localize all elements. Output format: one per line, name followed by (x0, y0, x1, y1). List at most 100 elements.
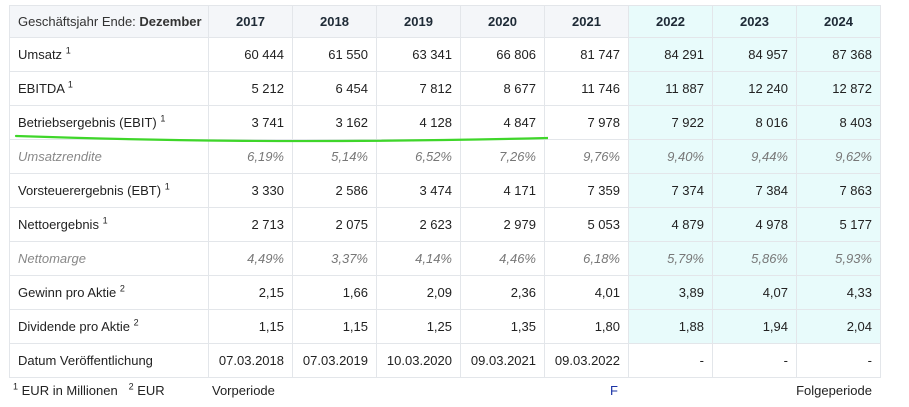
value-cell: 7 359 (544, 173, 629, 208)
header-row: Geschäftsjahr Ende: Dezember 2017 2018 2… (9, 5, 881, 38)
year-header: 2021 (544, 5, 629, 38)
year-header: 2018 (292, 5, 377, 38)
value-cell: 4 171 (460, 173, 545, 208)
forecast-cell: 7 863 (796, 173, 881, 208)
value-cell: 07.03.2019 (292, 343, 377, 378)
table-footer: 1 EUR in Millionen 2 EUR Vorperiode F Fo… (9, 378, 880, 404)
value-cell: 1,15 (208, 309, 293, 344)
value-cell: 7 812 (376, 71, 461, 106)
row-umsatzrendite: Umsatzrendite 6,19% 5,14% 6,52% 7,26% 9,… (9, 139, 881, 174)
value-cell: 5,14% (292, 139, 377, 174)
value-cell: 6,19% (208, 139, 293, 174)
row-label: Nettomarge (9, 241, 209, 276)
forecast-cell: 12 240 (712, 71, 797, 106)
value-cell: 61 550 (292, 37, 377, 72)
value-cell: 66 806 (460, 37, 545, 72)
value-cell: 11 746 (544, 71, 629, 106)
forecast-cell: 5,93% (796, 241, 881, 276)
fiscal-year-label: Geschäftsjahr Ende: Dezember (9, 5, 209, 38)
row-ebit: Betriebsergebnis (EBIT) 1 3 741 3 162 4 … (9, 105, 881, 140)
row-label: Umsatz 1 (9, 37, 209, 72)
value-cell: 4,46% (460, 241, 545, 276)
previous-period-link[interactable]: Vorperiode (212, 383, 275, 398)
value-cell: 6,18% (544, 241, 629, 276)
year-header-forecast: 2023 (712, 5, 797, 38)
forecast-cell: 4 978 (712, 207, 797, 242)
value-cell: 4 128 (376, 105, 461, 140)
row-label: Umsatzrendite (9, 139, 209, 174)
value-cell: 60 444 (208, 37, 293, 72)
value-cell: 2,09 (376, 275, 461, 310)
year-header: 2019 (376, 5, 461, 38)
row-nettoergebnis: Nettoergebnis 1 2 713 2 075 2 623 2 979 … (9, 207, 881, 242)
footnotes: 1 EUR in Millionen 2 EUR (13, 381, 165, 398)
value-cell: 7 978 (544, 105, 629, 140)
value-cell: 1,15 (292, 309, 377, 344)
value-cell: 2 075 (292, 207, 377, 242)
forecast-cell: 8 403 (796, 105, 881, 140)
forecast-cell: 9,40% (628, 139, 713, 174)
value-cell: 4,49% (208, 241, 293, 276)
value-cell: 07.03.2018 (208, 343, 293, 378)
row-label: EBITDA 1 (9, 71, 209, 106)
forecast-cell: 4,07 (712, 275, 797, 310)
value-cell: - (628, 343, 713, 378)
value-cell: 3 330 (208, 173, 293, 208)
forecast-cell: 84 957 (712, 37, 797, 72)
forecast-cell: 5 177 (796, 207, 881, 242)
row-label: Dividende pro Aktie 2 (9, 309, 209, 344)
forecast-marker: F (610, 383, 618, 398)
row-ebt: Vorsteuerergebnis (EBT) 1 3 330 2 586 3 … (9, 173, 881, 208)
financials-table: Geschäftsjahr Ende: Dezember 2017 2018 2… (9, 5, 881, 378)
value-cell: 2,15 (208, 275, 293, 310)
value-cell: 7,26% (460, 139, 545, 174)
value-cell: 5 212 (208, 71, 293, 106)
value-cell: 3 474 (376, 173, 461, 208)
value-cell: 2 623 (376, 207, 461, 242)
value-cell: 6 454 (292, 71, 377, 106)
value-cell: - (796, 343, 881, 378)
value-cell: 1,35 (460, 309, 545, 344)
row-label: Betriebsergebnis (EBIT) 1 (9, 105, 209, 140)
value-cell: 6,52% (376, 139, 461, 174)
value-cell: 63 341 (376, 37, 461, 72)
value-cell: 10.03.2020 (376, 343, 461, 378)
value-cell: 4 847 (460, 105, 545, 140)
forecast-cell: 4 879 (628, 207, 713, 242)
forecast-cell: 5,86% (712, 241, 797, 276)
value-cell: 2 586 (292, 173, 377, 208)
year-header-forecast: 2022 (628, 5, 713, 38)
row-label: Vorsteuerergebnis (EBT) 1 (9, 173, 209, 208)
forecast-cell: 4,33 (796, 275, 881, 310)
forecast-cell: 3,89 (628, 275, 713, 310)
next-period-link[interactable]: Folgeperiode (796, 383, 872, 398)
forecast-cell: 1,94 (712, 309, 797, 344)
forecast-cell: 7 384 (712, 173, 797, 208)
forecast-cell: 8 016 (712, 105, 797, 140)
value-cell: 2 979 (460, 207, 545, 242)
forecast-cell: 7 922 (628, 105, 713, 140)
forecast-cell: 12 872 (796, 71, 881, 106)
row-ebitda: EBITDA 1 5 212 6 454 7 812 8 677 11 746 … (9, 71, 881, 106)
row-nettomarge: Nettomarge 4,49% 3,37% 4,14% 4,46% 6,18%… (9, 241, 881, 276)
forecast-cell: 11 887 (628, 71, 713, 106)
value-cell: 2 713 (208, 207, 293, 242)
forecast-cell: 7 374 (628, 173, 713, 208)
row-umsatz: Umsatz 1 60 444 61 550 63 341 66 806 81 … (9, 37, 881, 72)
value-cell: 3 741 (208, 105, 293, 140)
forecast-cell: 2,04 (796, 309, 881, 344)
forecast-cell: 9,44% (712, 139, 797, 174)
row-gewinn-pro-aktie: Gewinn pro Aktie 2 2,15 1,66 2,09 2,36 4… (9, 275, 881, 310)
forecast-cell: 1,88 (628, 309, 713, 344)
forecast-cell: 87 368 (796, 37, 881, 72)
value-cell: 9,76% (544, 139, 629, 174)
value-cell: 1,66 (292, 275, 377, 310)
value-cell: 4,14% (376, 241, 461, 276)
forecast-cell: 5,79% (628, 241, 713, 276)
forecast-cell: 9,62% (796, 139, 881, 174)
value-cell: 8 677 (460, 71, 545, 106)
value-cell: 4,01 (544, 275, 629, 310)
value-cell: 1,25 (376, 309, 461, 344)
value-cell: 5 053 (544, 207, 629, 242)
row-label: Gewinn pro Aktie 2 (9, 275, 209, 310)
